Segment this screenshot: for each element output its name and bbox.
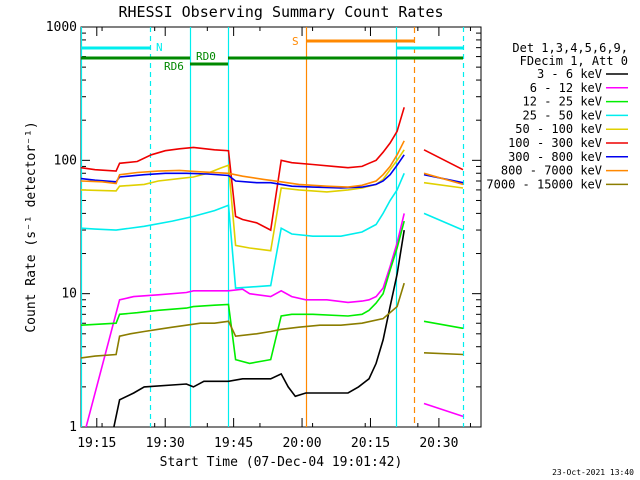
series-tail-25-50-kev <box>423 212 464 231</box>
legend-label-12-25-kev: 12 - 25 keV <box>523 95 602 109</box>
x-tick-label: 19:45 <box>214 436 253 451</box>
x-axis: 19:15 19:30 19:45 20:00 20:15 20:30 <box>77 27 471 451</box>
flag-s-label: S <box>292 35 299 48</box>
x-tick-label: 20:15 <box>351 436 390 451</box>
legend-label-6-12-kev: 6 - 12 keV <box>530 81 602 95</box>
flag-bars: N S RD0 RD6 <box>81 35 463 73</box>
timestamp: 23-Oct-2021 13:40 <box>552 468 634 477</box>
y-tick-label: 1 <box>69 420 77 435</box>
y-axis-label: Count Rate (s⁻¹ detector⁻¹) <box>24 121 39 332</box>
series-tail-6-12-kev <box>423 402 464 418</box>
series-line-300-800-kev <box>81 154 405 189</box>
series-line-25-50-kev <box>81 172 405 289</box>
legend-label-7000-15000-kev: 7000 - 15000 keV <box>486 177 602 191</box>
series-line-50-100-kev <box>81 149 405 252</box>
series-tail-7000-15000-kev <box>423 352 464 356</box>
y-axis: 1 10 100 1000 <box>46 20 481 435</box>
series-line-6-12-kev <box>85 213 405 427</box>
x-tick-label: 19:15 <box>77 436 116 451</box>
gap-markers <box>80 27 465 427</box>
legend-label-300-800-kev: 300 - 800 keV <box>508 150 602 164</box>
series-line-3-6-kev <box>113 229 405 427</box>
series-line-800-7000-kev <box>81 140 405 188</box>
legend-header-1: Det 1,3,4,5,6,9, <box>512 41 628 55</box>
legend-label-25-50-kev: 25 - 50 keV <box>523 108 602 122</box>
series-tail-50-100-kev <box>423 181 464 189</box>
legend-header-2: FDecim 1, Att 0 <box>520 54 628 68</box>
series-line-7000-15000-kev <box>81 282 405 359</box>
series-line-12-25-kev <box>81 220 405 365</box>
x-tick-label: 20:30 <box>419 436 458 451</box>
flag-rd0-label: RD0 <box>196 50 216 63</box>
legend: Det 1,3,4,5,6,9, FDecim 1, Att 0 3 - 6 k… <box>486 41 628 191</box>
legend-label-50-100-kev: 50 - 100 keV <box>515 122 602 136</box>
flag-n-label: N <box>156 41 163 54</box>
y-tick-label: 1000 <box>46 20 77 35</box>
flag-rd6-label: RD6 <box>164 60 184 73</box>
x-tick-label: 19:30 <box>146 436 185 451</box>
y-tick-label: 10 <box>61 287 77 302</box>
series-tail-100-300-kev <box>423 149 464 171</box>
series-tail-12-25-kev <box>423 320 464 330</box>
legend-label-100-300-kev: 100 - 300 keV <box>508 136 602 150</box>
series-line-100-300-kev <box>81 107 405 232</box>
x-axis-label: Start Time (07-Dec-04 19:01:42) <box>160 455 403 470</box>
chart-title: RHESSI Observing Summary Count Rates <box>118 3 443 21</box>
x-tick-label: 20:00 <box>282 436 321 451</box>
series-layer <box>81 107 464 427</box>
series-tail-800-7000-kev <box>423 172 464 186</box>
legend-label-3-6-kev: 3 - 6 keV <box>537 67 602 81</box>
y-tick-label: 100 <box>54 153 77 168</box>
legend-label-800-7000-kev: 800 - 7000 keV <box>501 164 602 178</box>
